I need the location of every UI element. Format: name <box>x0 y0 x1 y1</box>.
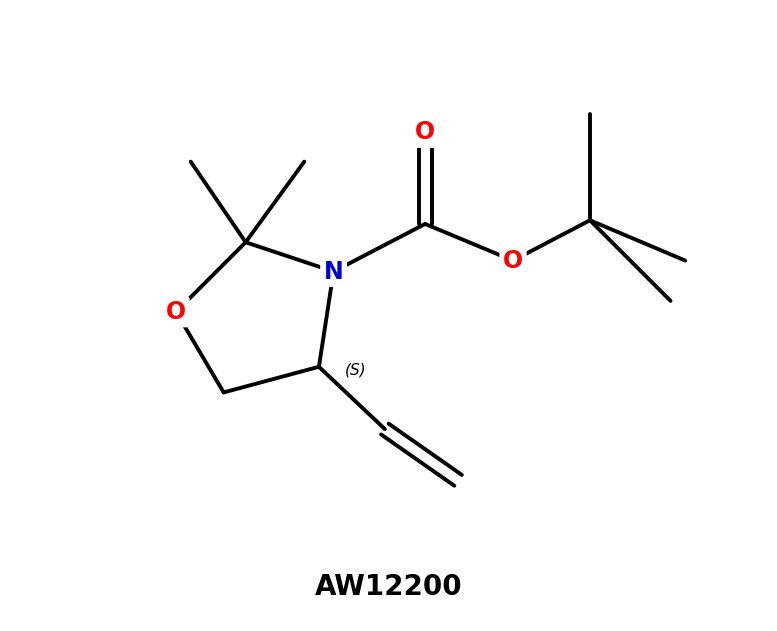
Text: O: O <box>415 121 435 144</box>
Text: O: O <box>503 249 523 273</box>
Text: O: O <box>166 300 186 324</box>
Text: (S): (S) <box>344 363 366 378</box>
Text: N: N <box>324 259 343 283</box>
Text: AW12200: AW12200 <box>315 572 462 601</box>
